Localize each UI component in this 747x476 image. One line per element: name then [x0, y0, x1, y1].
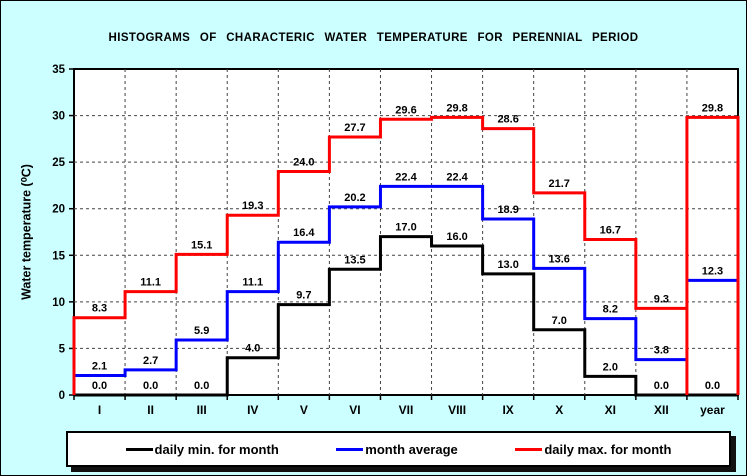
svg-text:18.9: 18.9 — [497, 204, 518, 216]
svg-text:year: year — [700, 403, 725, 417]
svg-text:VI: VI — [349, 403, 360, 417]
svg-text:X: X — [555, 403, 563, 417]
svg-text:35: 35 — [52, 64, 65, 76]
svg-text:VII: VII — [399, 403, 414, 417]
svg-text:13.0: 13.0 — [497, 259, 518, 271]
svg-text:8.2: 8.2 — [603, 304, 618, 316]
svg-text:21.7: 21.7 — [549, 178, 570, 190]
svg-text:XII: XII — [654, 403, 669, 417]
svg-text:0.0: 0.0 — [705, 380, 720, 392]
svg-text:17.0: 17.0 — [395, 222, 416, 234]
svg-text:8.3: 8.3 — [92, 303, 107, 315]
svg-text:20.2: 20.2 — [344, 192, 365, 204]
svg-text:4.0: 4.0 — [245, 343, 260, 355]
value-labels: 0.0 0.0 0.0 4.0 9.7 13.5 17.0 16.0 13.0 7.0 2.0 0.0… — [92, 102, 723, 392]
series-2 — [72, 115, 740, 395]
svg-text:16.7: 16.7 — [600, 224, 621, 236]
svg-text:11.1: 11.1 — [242, 277, 263, 289]
legend-item-month-average: month average — [336, 441, 458, 457]
svg-text:0.0: 0.0 — [92, 380, 107, 392]
svg-text:9.7: 9.7 — [296, 290, 311, 302]
chart-title: HISTOGRAMS OF CHARACTERIC WATER TEMPERAT… — [108, 32, 639, 44]
series-0 — [74, 235, 738, 397]
svg-text:11.1: 11.1 — [140, 277, 161, 289]
svg-text:24.0: 24.0 — [293, 156, 314, 168]
svg-text:22.4: 22.4 — [395, 171, 417, 183]
svg-text:III: III — [197, 403, 207, 417]
legend-line-month-average-icon — [336, 447, 364, 451]
legend: daily min. for month month average daily… — [66, 431, 731, 467]
legend-item-daily-max: daily max. for month — [515, 442, 671, 457]
svg-text:0.0: 0.0 — [143, 380, 158, 392]
svg-text:25: 25 — [52, 157, 65, 169]
svg-text:2.0: 2.0 — [603, 361, 618, 373]
legend-label-daily-max: daily max. for month — [544, 441, 672, 457]
svg-text:27.7: 27.7 — [344, 122, 365, 134]
svg-text:IV: IV — [247, 403, 258, 417]
series-1 — [72, 184, 738, 395]
svg-text:22.4: 22.4 — [446, 171, 468, 183]
svg-text:10: 10 — [52, 297, 65, 309]
svg-text:VIII: VIII — [448, 403, 466, 417]
svg-text:30: 30 — [52, 111, 65, 123]
legend-item-daily-min: daily min. for month — [125, 441, 279, 457]
svg-text:29.6: 29.6 — [395, 104, 416, 116]
svg-text:15.1: 15.1 — [191, 239, 212, 251]
legend-label-month-average: month average — [365, 441, 458, 457]
svg-text:7.0: 7.0 — [552, 315, 567, 327]
svg-text:28.6: 28.6 — [497, 114, 518, 126]
svg-text:I: I — [98, 403, 101, 417]
svg-text:0.0: 0.0 — [194, 380, 209, 392]
svg-text:IX: IX — [502, 403, 513, 417]
svg-text:XI: XI — [605, 403, 616, 417]
svg-text:29.8: 29.8 — [446, 102, 467, 114]
svg-text:V: V — [300, 403, 308, 417]
svg-text:0: 0 — [59, 390, 65, 402]
svg-text:5: 5 — [59, 343, 66, 355]
svg-text:15: 15 — [52, 250, 65, 262]
svg-text:13.5: 13.5 — [344, 254, 365, 266]
legend-line-daily-min-icon — [125, 447, 153, 451]
svg-text:2.7: 2.7 — [143, 355, 158, 367]
svg-text:9.3: 9.3 — [654, 293, 669, 305]
svg-text:20: 20 — [52, 204, 65, 216]
svg-text:16.4: 16.4 — [293, 227, 315, 239]
svg-text:5.9: 5.9 — [194, 325, 209, 337]
svg-text:13.6: 13.6 — [549, 253, 570, 265]
legend-label-daily-min: daily min. for month — [154, 441, 279, 457]
svg-text:II: II — [147, 403, 154, 417]
legend-line-daily-max-icon — [515, 447, 543, 451]
svg-text:2.1: 2.1 — [92, 360, 107, 372]
svg-text:16.0: 16.0 — [446, 231, 467, 243]
svg-text:0.0: 0.0 — [654, 380, 669, 392]
svg-text:19.3: 19.3 — [242, 200, 263, 212]
svg-text:12.3: 12.3 — [702, 265, 723, 277]
svg-text:29.8: 29.8 — [702, 102, 723, 114]
svg-text:3.8: 3.8 — [654, 345, 669, 357]
